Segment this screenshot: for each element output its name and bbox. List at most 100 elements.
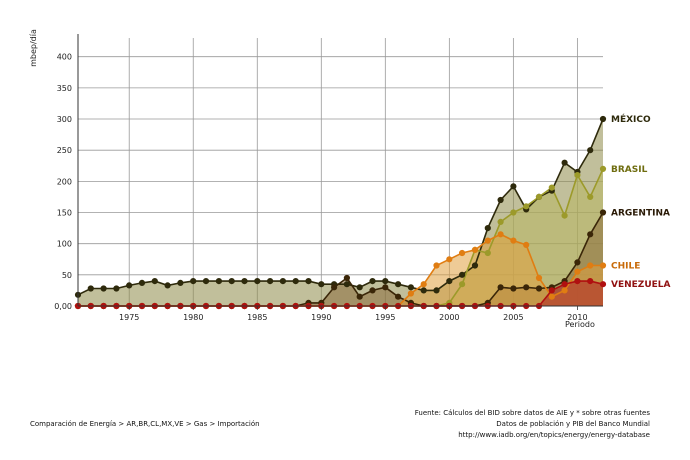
series-label: ARGENTINA [611, 209, 670, 219]
data-point [497, 284, 504, 291]
series-label: MÉXICO [611, 113, 651, 125]
source-line-2: Datos de población y PIB del Banco Mundi… [496, 420, 650, 428]
data-point [241, 278, 248, 285]
data-point [535, 285, 543, 292]
data-point [420, 287, 427, 294]
y-tick-label: 200 [57, 177, 72, 186]
data-point [548, 293, 555, 300]
data-point [369, 278, 376, 285]
data-point [433, 287, 440, 294]
y-tick-label: 250 [57, 146, 72, 155]
data-point [523, 203, 530, 210]
series-area [78, 234, 603, 306]
data-point [459, 271, 466, 278]
data-point [599, 209, 607, 216]
series-label: CHILE [611, 261, 640, 271]
data-point [523, 241, 530, 248]
data-point [407, 290, 414, 297]
source-note: Fuente: Cálculos del BID sobre datos de … [415, 408, 650, 441]
x-tick-label: 1990 [311, 313, 331, 322]
data-point [100, 285, 107, 292]
data-point [331, 284, 338, 291]
data-point [587, 193, 594, 200]
data-point [587, 147, 594, 154]
series-area [78, 281, 603, 306]
data-point [279, 278, 286, 285]
data-point [228, 278, 235, 285]
data-point [267, 278, 274, 285]
data-point [497, 218, 504, 225]
axes: 0,00 50 100 150 200 250 300 350 400 1975 1980 1985 1… [54, 34, 603, 322]
data-point [510, 183, 517, 190]
data-point [587, 278, 594, 285]
data-point [561, 212, 568, 219]
data-point [177, 279, 184, 286]
data-point [395, 281, 402, 288]
source-line-1: Fuente: Cálculos del BID sobre datos de … [414, 409, 650, 417]
data-point [356, 284, 363, 291]
data-point [382, 278, 389, 285]
data-point [484, 225, 491, 232]
data-point [459, 249, 466, 257]
data-point [318, 281, 325, 288]
data-point [484, 249, 491, 257]
data-point [369, 287, 376, 294]
data-point [497, 231, 504, 238]
data-point [395, 293, 402, 300]
data-point [599, 262, 607, 269]
data-point [599, 281, 607, 288]
data-point [433, 262, 440, 269]
source-url[interactable]: http://www.iadb.org/en/topics/energy/ene… [458, 431, 650, 439]
data-point [87, 285, 94, 292]
y-tick-label: 400 [57, 53, 72, 62]
y-tick-label: 50 [62, 271, 72, 280]
data-point [599, 165, 607, 172]
data-point [407, 284, 414, 291]
data-point [164, 282, 171, 289]
data-point [574, 259, 581, 266]
data-point [343, 274, 350, 282]
series-labels: MÉXICO BRASIL ARGENTINA CHILE VENEZUELA [611, 113, 671, 290]
y-tick-label: 0,00 [54, 302, 72, 311]
x-tick-label: 1975 [119, 313, 139, 322]
data-point [343, 281, 350, 288]
y-axis-label: mbep/día [29, 29, 38, 67]
y-tick-label: 150 [57, 209, 72, 218]
data-point [382, 284, 389, 291]
y-tick-label: 350 [57, 84, 72, 93]
data-point [548, 287, 555, 294]
data-point [254, 278, 261, 285]
x-tick-label: 2005 [503, 313, 523, 322]
data-point [471, 246, 479, 253]
data-point [535, 193, 543, 200]
data-point [574, 172, 581, 179]
data-point [484, 237, 491, 244]
data-point [420, 281, 427, 288]
series-label: BRASIL [611, 165, 648, 175]
x-tick-label: 2000 [439, 313, 459, 322]
data-point [599, 115, 607, 123]
data-point [561, 287, 568, 294]
y-tick-label: 300 [57, 115, 72, 124]
data-point [305, 278, 312, 285]
breadcrumb: Comparación de Energía > AR,BR,CL,MX,VE … [30, 420, 260, 428]
data-point [510, 237, 517, 244]
data-point [574, 278, 581, 285]
series-label: VENEZUELA [611, 280, 671, 290]
data-point [215, 278, 222, 285]
x-tick-label: 1980 [183, 313, 203, 322]
data-point [574, 268, 581, 275]
data-point [561, 159, 568, 166]
data-point [356, 293, 363, 300]
data-point [202, 278, 210, 285]
data-point [523, 284, 530, 291]
data-point [459, 281, 466, 288]
data-point [510, 209, 517, 216]
x-tick-label: 1995 [375, 313, 395, 322]
data-point [190, 278, 197, 285]
data-point [561, 281, 568, 288]
data-point [113, 285, 120, 292]
data-point [587, 231, 594, 238]
data-point [151, 278, 158, 285]
